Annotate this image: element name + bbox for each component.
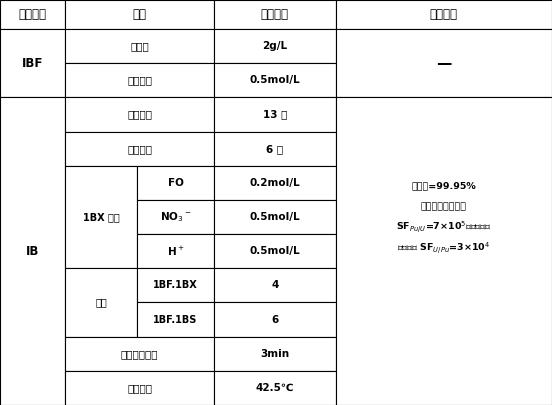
Bar [336,98,552,405]
Text: 3min: 3min [261,349,289,359]
Bar [137,166,214,200]
Text: 要求范围: 要求范围 [261,8,289,21]
Bar [214,337,336,371]
Text: 6 级: 6 级 [266,144,284,154]
Bar [214,0,336,29]
Text: 铀浓度: 铀浓度 [130,41,149,51]
Bar [65,29,214,63]
Text: 42.5℃: 42.5℃ [256,383,294,393]
Bar [336,0,552,29]
Text: 温度控制: 温度控制 [127,383,152,393]
Text: 6: 6 [271,315,279,324]
Text: FO: FO [168,178,183,188]
Text: 0.5mol/L: 0.5mol/L [250,246,300,256]
Bar [65,0,214,29]
Bar [65,269,137,337]
Bar [214,63,336,98]
Bar [137,200,214,234]
Bar [214,269,336,303]
Text: NO$_3$$^-$: NO$_3$$^-$ [160,210,191,224]
Text: 硝酸浓度: 硝酸浓度 [127,75,152,85]
Bar [65,166,137,269]
Bar [65,132,214,166]
Bar [214,371,336,405]
Text: 1BF.1BS: 1BF.1BS [153,315,198,324]
Bar [214,166,336,200]
Text: 铀中锫铀分离系数: 铀中锫铀分离系数 [421,202,467,211]
Text: 1BF.1BX: 1BF.1BX [153,280,198,290]
Text: 分离系数 SF$_{U/Pu}$=3×10$^{4}$: 分离系数 SF$_{U/Pu}$=3×10$^{4}$ [397,241,490,256]
Bar [214,132,336,166]
Bar [137,234,214,269]
Text: H$^+$: H$^+$ [167,245,184,258]
Text: 流比: 流比 [95,298,107,307]
Bar [137,303,214,337]
Bar [65,98,214,132]
Bar [0,0,65,29]
Bar [214,98,336,132]
Bar [65,63,214,98]
Text: IBF: IBF [22,57,43,70]
Bar [137,269,214,303]
Text: 单级混合时间: 单级混合时间 [121,349,158,359]
Text: 13 级: 13 级 [263,110,287,119]
Text: 4: 4 [271,280,279,290]
Bar [65,371,214,405]
Text: 工艺条件: 工艺条件 [19,8,46,21]
Bar [214,29,336,63]
Text: IB: IB [26,245,39,258]
Text: 0.2mol/L: 0.2mol/L [250,178,300,188]
Bar [336,29,552,98]
Text: 0.5mol/L: 0.5mol/L [250,75,300,85]
Bar [65,337,214,371]
Bar [214,200,336,234]
Bar [214,303,336,337]
Text: SF$_{Pu/U}$=7×10$^{5}$，铀中锫铀: SF$_{Pu/U}$=7×10$^{5}$，铀中锫铀 [396,220,491,235]
Bar [0,29,65,98]
Text: 1BX 组成: 1BX 组成 [83,212,119,222]
Text: 项目: 项目 [132,8,147,21]
Text: 补萃级数: 补萃级数 [127,144,152,154]
Text: 2g/L: 2g/L [262,41,288,51]
Text: 0.5mol/L: 0.5mol/L [250,212,300,222]
Bar [0,98,65,405]
Bar [214,234,336,269]
Text: —: — [436,56,452,71]
Text: 工艺效果: 工艺效果 [430,8,458,21]
Text: 铀收率=99.95%: 铀收率=99.95% [411,181,476,190]
Text: 反萃级数: 反萃级数 [127,110,152,119]
